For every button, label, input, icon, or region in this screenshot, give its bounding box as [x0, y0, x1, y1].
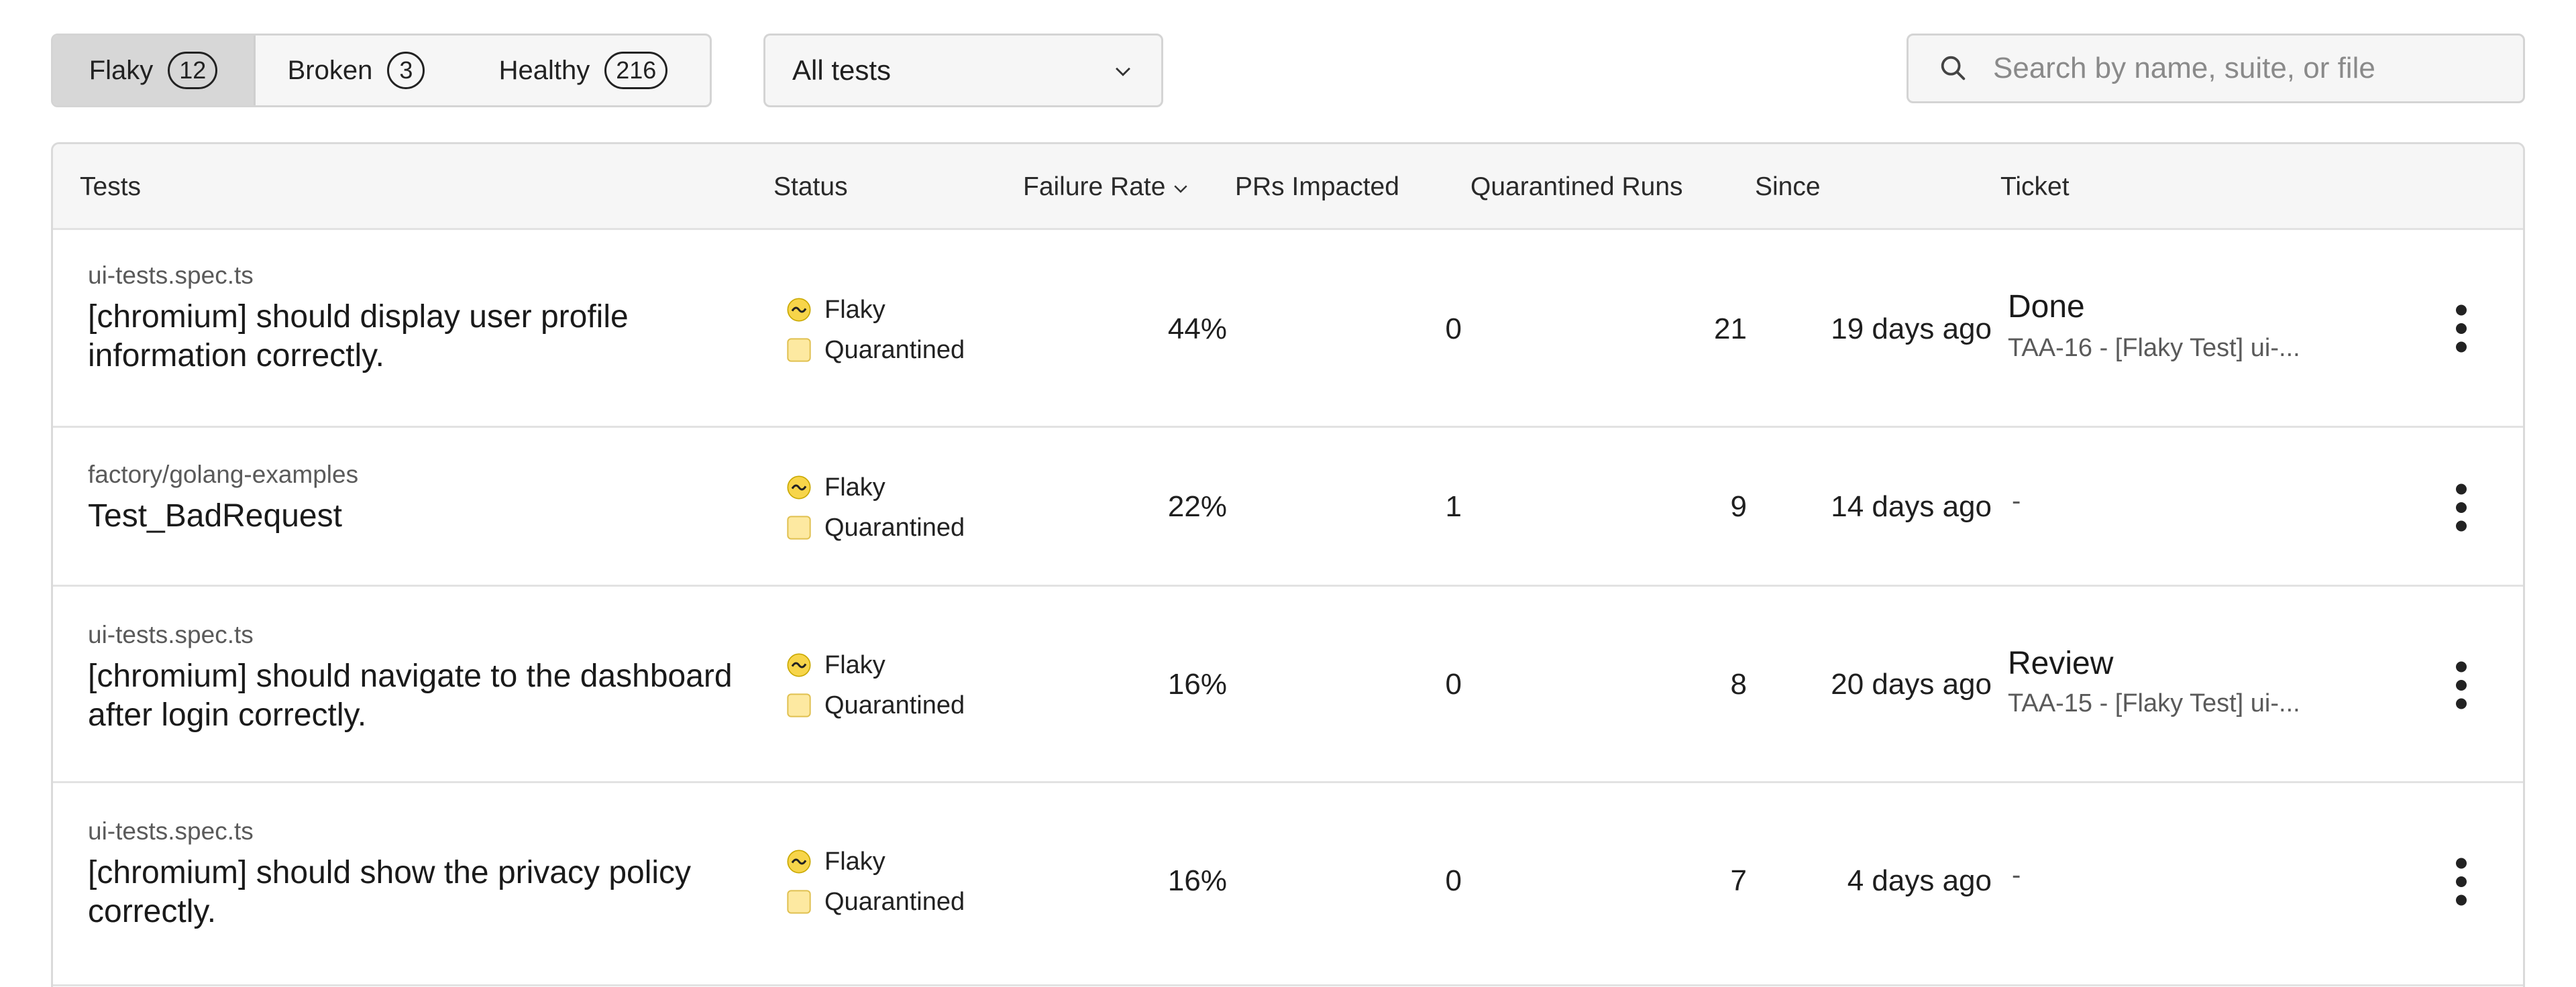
quarantined-square-icon — [787, 693, 811, 717]
tab-broken-count: 3 — [387, 52, 425, 89]
status-label: Flaky — [824, 650, 885, 679]
table-row[interactable]: factory/golang-examples Test_BadRequest … — [53, 430, 2523, 587]
ticket-status: Done — [2008, 289, 2085, 325]
more-vertical-icon[interactable] — [2441, 481, 2481, 534]
prs-impacted: 0 — [1445, 668, 1462, 701]
prs-impacted: 1 — [1445, 490, 1462, 523]
search-icon — [1941, 56, 1966, 80]
failure-rate: 16% — [1167, 864, 1227, 897]
test-name: Test_BadRequest — [88, 498, 342, 534]
since: 4 days ago — [1847, 864, 1992, 897]
sort-chevron-down-icon — [1174, 185, 1188, 193]
tab-healthy-count: 216 — [604, 52, 668, 89]
table-row[interactable]: ui-tests.spec.ts [chromium] should navig… — [53, 589, 2523, 783]
test-status: Flaky Quarantined — [786, 841, 965, 922]
test-suite: ui-tests.spec.ts — [88, 817, 254, 845]
substatus-label: Quarantined — [824, 335, 965, 364]
status-label: Flaky — [824, 847, 885, 876]
tab-flaky-label: Flaky — [89, 55, 154, 85]
quarantined-runs: 21 — [1714, 312, 1747, 345]
column-header-failure-rate[interactable]: Failure Rate — [1023, 172, 1191, 202]
column-header-ticket: Ticket — [2000, 172, 2070, 201]
ticket-status: Review — [2008, 646, 2114, 681]
ticket-title-link[interactable]: TAA-16 - [Flaky Test] ui-... — [2008, 334, 2300, 362]
chevron-down-icon — [1116, 67, 1130, 76]
failure-rate: 16% — [1167, 668, 1227, 701]
since: 19 days ago — [1831, 312, 1992, 345]
quarantined-square-icon — [787, 890, 811, 914]
status-filter-tabs: Flaky 12 Broken 3 Healthy 216 — [51, 34, 712, 107]
quarantined-runs: 9 — [1730, 490, 1747, 523]
failure-rate: 22% — [1167, 490, 1227, 523]
tab-flaky-count: 12 — [168, 52, 218, 89]
status-label: Flaky — [824, 473, 885, 502]
test-suite: ui-tests.spec.ts — [88, 262, 254, 289]
column-header-since: Since — [1755, 172, 1821, 201]
quarantined-runs: 7 — [1730, 864, 1747, 897]
prs-impacted: 0 — [1445, 312, 1462, 345]
flaky-wave-icon — [787, 653, 811, 677]
tab-broken-label: Broken — [287, 55, 373, 85]
test-scope-dropdown-value: All tests — [792, 54, 892, 86]
quarantined-square-icon — [787, 338, 811, 362]
since: 14 days ago — [1831, 490, 1992, 523]
table-row[interactable]: ui-tests.spec.ts [chromium] should displ… — [53, 232, 2523, 428]
tab-broken[interactable]: Broken 3 — [256, 36, 457, 105]
test-suite: factory/golang-examples — [88, 461, 359, 488]
flaky-wave-icon — [787, 850, 811, 874]
since: 20 days ago — [1831, 668, 1992, 701]
ticket-empty: - — [2012, 486, 2021, 516]
toolbar: Flaky 12 Broken 3 Healthy 216 All tests — [51, 34, 2525, 107]
more-vertical-icon[interactable] — [2441, 658, 2481, 712]
search-input[interactable] — [1993, 42, 2516, 95]
tab-flaky[interactable]: Flaky 12 — [53, 36, 256, 105]
ticket-title-link[interactable]: TAA-15 - [Flaky Test] ui-... — [2008, 689, 2300, 717]
substatus-label: Quarantined — [824, 513, 965, 542]
test-status: Flaky Quarantined — [786, 467, 965, 548]
substatus-label: Quarantined — [824, 887, 965, 916]
column-header-quarantined-runs: Quarantined Runs — [1470, 172, 1683, 201]
more-vertical-icon[interactable] — [2441, 302, 2481, 355]
status-label: Flaky — [824, 295, 885, 324]
substatus-label: Quarantined — [824, 691, 965, 719]
test-name: [chromium] should display user profile i… — [88, 299, 629, 373]
failure-rate: 44% — [1167, 312, 1227, 345]
more-vertical-icon[interactable] — [2441, 855, 2481, 909]
table-row[interactable]: ui-tests.spec.ts [chromium] should show … — [53, 785, 2523, 986]
quarantined-square-icon — [787, 516, 811, 540]
flaky-wave-icon — [787, 475, 811, 500]
prs-impacted: 0 — [1445, 864, 1462, 897]
test-name: [chromium] should navigate to the dashbo… — [88, 658, 733, 733]
test-suite: ui-tests.spec.ts — [88, 621, 254, 648]
test-scope-dropdown[interactable]: All tests — [763, 34, 1163, 107]
test-status: Flaky Quarantined — [786, 290, 965, 370]
test-status: Flaky Quarantined — [786, 645, 965, 725]
table-header: Tests Status Failure Rate PRs Impacted Q… — [53, 144, 2523, 230]
ticket-empty: - — [2012, 860, 2021, 890]
tab-healthy-label: Healthy — [498, 55, 590, 85]
column-header-prs-impacted: PRs Impacted — [1235, 172, 1399, 201]
column-header-failure-rate-label: Failure Rate — [1023, 172, 1166, 201]
tab-healthy[interactable]: Healthy 216 — [457, 36, 710, 105]
test-name: [chromium] should show the privacy polic… — [88, 855, 692, 929]
search-box — [1907, 34, 2525, 103]
column-header-status: Status — [773, 172, 848, 201]
column-header-tests: Tests — [80, 172, 142, 201]
quarantined-runs: 8 — [1730, 668, 1747, 701]
flaky-wave-icon — [787, 298, 811, 322]
flaky-tests-table: Tests Status Failure Rate PRs Impacted Q… — [51, 142, 2525, 987]
